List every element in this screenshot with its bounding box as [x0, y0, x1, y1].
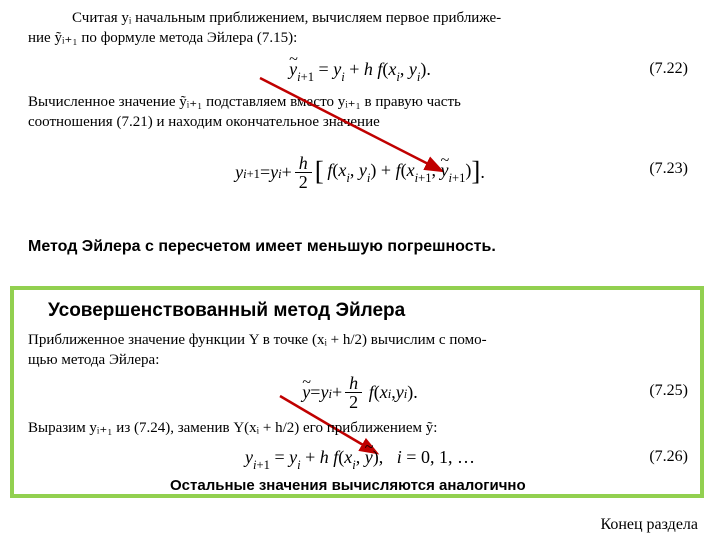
equation-7-23: yi+1 = yi + h2 [ f(xi, yi) + f(xi+1, yi+…: [0, 150, 720, 194]
note-1: Метод Эйлера с пересчетом имеет меньшую …: [28, 236, 496, 258]
equation-7-25: y = yi + h2 f(xi, yi).: [0, 372, 720, 412]
equation-7-26: yi+1 = yi + h f(xi, y), i = 0, 1, …: [0, 444, 720, 474]
p2-line2: соотношения (7.21) и находим окончательн…: [28, 112, 380, 132]
p3-line1: Приближенное значение функции Y в точке …: [28, 330, 487, 350]
p3-line2: щью метода Эйлера:: [28, 350, 159, 370]
p4-line: Выразим yᵢ₊₁ из (7.24), заменив Y(xᵢ + h…: [28, 418, 437, 438]
p1-line2: ние ỹᵢ₊₁ по формуле метода Эйлера (7.15)…: [28, 28, 297, 48]
heading: Усовершенствованный метод Эйлера: [48, 298, 405, 324]
eq-label-7-25: (7.25): [649, 382, 688, 400]
p2-line1: Вычисленное значение ỹᵢ₊₁ подставляем вм…: [28, 92, 461, 112]
eq-label-7-23: (7.23): [649, 160, 688, 178]
p1-line1: Считая yᵢ начальным приближением, вычисл…: [72, 8, 501, 28]
footer-text: Конец раздела: [600, 516, 698, 534]
eq-label-7-22: (7.22): [649, 60, 688, 78]
eq-label-7-26: (7.26): [649, 448, 688, 466]
note-2: Остальные значения вычисляются аналогичн…: [170, 476, 526, 496]
page: Считая yᵢ начальным приближением, вычисл…: [0, 0, 720, 540]
equation-7-22: yi+1 = yi + h f(xi, yi).: [0, 56, 720, 86]
